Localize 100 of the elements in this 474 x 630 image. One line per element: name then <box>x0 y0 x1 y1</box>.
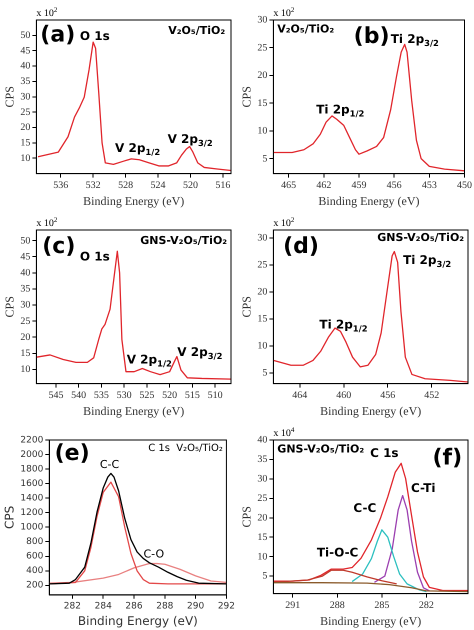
x-axis-title: Binding Energy (eV) <box>78 614 198 628</box>
y-tick-label: 10 <box>257 340 268 352</box>
annotation: V₂O₅/TiO₂ <box>277 22 334 36</box>
y-tick-label: 1400 <box>20 493 44 504</box>
y-tick-label: 2200 <box>20 435 44 446</box>
y-tick-label: 600 <box>26 552 44 562</box>
y-axis-title: CPS <box>2 296 16 318</box>
y-tick-label: 25 <box>257 492 268 504</box>
y-tick-label: 1600 <box>20 478 44 489</box>
y-tick-label: 50 <box>20 30 30 41</box>
y-tick-label: 10 <box>20 364 30 376</box>
y-tick-label: 20 <box>257 286 268 298</box>
x-tick-label: 459 <box>351 180 366 192</box>
y-tick-label: 15 <box>20 138 30 149</box>
y-tick-label: 25 <box>257 260 268 271</box>
annotation: (c) <box>42 234 76 260</box>
x-axis-title: Binding Energy (eV) <box>318 194 420 208</box>
y-tick-label: 35 <box>20 284 30 295</box>
y-tick-label: 15 <box>257 532 268 543</box>
y-tick-label: 5 <box>262 367 268 378</box>
y-tick-label: 50 <box>20 235 30 246</box>
y-tick-label: 15 <box>257 314 268 325</box>
y-tick-label: 30 <box>20 91 30 102</box>
y-tick-label: 35 <box>20 76 30 88</box>
y-tick-label: 1000 <box>20 522 44 533</box>
annotation: GNS-V₂O₅/TiO₂ <box>277 442 364 456</box>
y-tick-label: 1800 <box>20 464 44 474</box>
annotation: (b) <box>354 24 390 50</box>
y-tick-label: 5 <box>262 153 268 164</box>
y-tick-label: 35 <box>257 454 268 466</box>
x-tick-label: 524 <box>150 180 166 192</box>
x-tick-label: 286 <box>125 602 143 612</box>
annotation: C-C <box>353 501 376 516</box>
annotation: C 1s V₂O₅/TiO₂ <box>148 442 223 454</box>
y-tick-label: 25 <box>20 316 30 327</box>
y-axis-title: CPS <box>239 296 254 318</box>
y-tick-label: 45 <box>20 45 30 56</box>
y-tick-label: 2000 <box>20 450 44 460</box>
x-tick-label: 452 <box>424 390 440 402</box>
annotation: (e) <box>54 441 90 466</box>
y-tick-label: 30 <box>257 14 268 26</box>
x-tick-label: 456 <box>386 180 402 192</box>
y-tick-label: 5 <box>262 570 268 582</box>
x-tick-label: 450 <box>457 180 472 192</box>
y-tick-label: 25 <box>257 42 268 54</box>
x-tick-label: 288 <box>156 602 174 612</box>
annotation: Ti-O-C <box>316 546 359 560</box>
y-tick-label: 400 <box>26 566 44 576</box>
y-tick-label: 25 <box>20 106 30 118</box>
x-tick-label: 545 <box>48 390 64 402</box>
x-tick-label: 290 <box>187 602 204 612</box>
annotation: C-O <box>143 548 164 561</box>
x-tick-label: 536 <box>53 180 68 192</box>
x-tick-label: 462 <box>316 180 332 192</box>
y-tick-label: 30 <box>20 300 30 311</box>
y-axis-title: CPS <box>239 506 254 528</box>
annotation: C 1s <box>370 446 399 460</box>
y-tick-label: 40 <box>20 60 30 72</box>
y-tick-label: 200 <box>26 580 44 591</box>
x-tick-label: 282 <box>64 602 81 612</box>
x-tick-label: 282 <box>418 600 434 612</box>
y-tick-label: 10 <box>257 126 268 137</box>
annotation: GNS-V₂O₅/TiO₂ <box>377 230 464 244</box>
x-axis-title: Binding Energy (eV) <box>83 194 184 208</box>
annotation: (a) <box>40 22 76 48</box>
annotation: V₂O₅/TiO₂ <box>168 24 226 37</box>
x-tick-label: 291 <box>285 600 300 612</box>
y-tick-label: 20 <box>257 70 268 82</box>
x-tick-label: 528 <box>118 180 134 192</box>
x-tick-label: 532 <box>86 180 101 192</box>
y-tick-label: 40 <box>20 267 30 278</box>
x-tick-label: 460 <box>336 390 352 402</box>
annotation: C-Ti <box>410 481 436 496</box>
y-tick-label: 15 <box>20 348 30 359</box>
x-tick-label: 510 <box>208 390 223 402</box>
y-tick-label: 800 <box>26 537 44 548</box>
y-tick-label: 1200 <box>20 508 44 518</box>
y-tick-label: 10 <box>20 152 30 164</box>
x-tick-label: 284 <box>94 602 112 612</box>
x-tick-label: 540 <box>71 390 86 402</box>
x-axis-title: Binding Energy (eV) <box>83 404 184 418</box>
y-axis-title: CPS <box>2 86 16 108</box>
y-tick-label: 30 <box>257 474 268 485</box>
x-tick-label: 464 <box>292 390 308 402</box>
annotation: O 1s <box>80 28 110 43</box>
x-tick-label: 285 <box>374 600 390 612</box>
x-tick-label: 530 <box>116 390 132 402</box>
y-tick-label: 40 <box>257 434 268 446</box>
x-axis-title: Binding Energy (eV) <box>320 404 422 418</box>
y-axis-title: CPS <box>2 506 16 530</box>
x-tick-label: 525 <box>139 390 154 402</box>
y-tick-label: 20 <box>20 332 30 343</box>
x-tick-label: 520 <box>182 180 198 192</box>
x-axis-title: Binding Energy (eV) <box>320 614 422 628</box>
x-tick-label: 516 <box>215 180 230 192</box>
annotation: (f) <box>432 446 462 471</box>
x-tick-label: 292 <box>218 602 236 612</box>
y-tick-label: 10 <box>257 551 268 562</box>
x-tick-label: 288 <box>330 600 345 612</box>
x-tick-label: 453 <box>422 180 437 192</box>
